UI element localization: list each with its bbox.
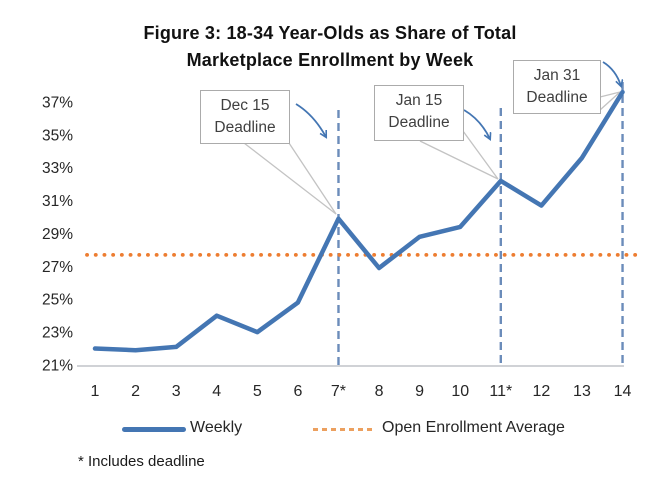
- x-axis-tick-label: 2: [131, 383, 140, 400]
- x-axis-tick-label: 4: [212, 383, 221, 400]
- x-axis-tick-label: 12: [532, 383, 550, 400]
- y-axis-tick-label: 27%: [42, 259, 73, 276]
- callout-leader-line: [462, 130, 499, 180]
- x-axis-tick-label: 10: [451, 383, 469, 400]
- x-axis-tick-label: 13: [573, 383, 591, 400]
- weekly-line-swatch: [122, 427, 186, 432]
- average-line-swatch: [313, 428, 373, 431]
- callout-leader-line: [599, 91, 621, 98]
- average-legend-label: Open Enrollment Average: [382, 419, 565, 436]
- y-axis-tick-label: 31%: [42, 193, 73, 210]
- annotation-box-jan-15: Jan 15 Deadline: [374, 85, 464, 141]
- annotation-text: Jan 31: [533, 67, 581, 84]
- annotation-text: Deadline: [388, 114, 450, 131]
- y-axis-tick-label: 35%: [42, 127, 73, 144]
- annotation-text: Deadline: [214, 119, 276, 136]
- weekly-legend-label: Weekly: [190, 419, 243, 436]
- y-axis-tick-label: 23%: [42, 325, 73, 342]
- y-axis-tick-label: 25%: [42, 292, 73, 309]
- x-axis-tick-label: 8: [375, 383, 384, 400]
- x-axis-tick-label: 6: [293, 383, 302, 400]
- annotation-text: Jan 15: [395, 92, 443, 109]
- annotation-arrow: [602, 61, 621, 86]
- chart-title-line-2: Marketplace Enrollment by Week: [186, 50, 474, 70]
- annotation-arrow: [463, 109, 490, 139]
- footnote: * Includes deadline: [78, 453, 205, 470]
- annotation-box-jan-31: Jan 31 Deadline: [513, 60, 601, 114]
- annotation-text: Dec 15: [220, 97, 270, 114]
- y-axis-tick-label: 33%: [42, 160, 73, 177]
- x-axis-tick-label: 7*: [331, 383, 346, 400]
- callout-leader-line: [243, 142, 337, 215]
- callout-leader-line: [419, 140, 499, 180]
- x-axis-tick-label: 9: [415, 383, 424, 400]
- weekly-line: [92, 89, 625, 353]
- chart-legend: Weekly Open Enrollment Average: [0, 418, 650, 444]
- callout-leader-line: [599, 91, 621, 111]
- chart-title-line-1: Figure 3: 18-34 Year-Olds as Share of To…: [143, 23, 517, 43]
- x-axis-tick-label: 5: [253, 383, 262, 400]
- x-axis-tick-label: 1: [91, 383, 100, 400]
- annotation-box-dec-15: Dec 15 Deadline: [200, 90, 290, 144]
- y-axis-tick-label: 21%: [42, 358, 73, 375]
- y-axis-tick-label: 37%: [42, 94, 73, 111]
- annotation-arrow: [295, 103, 326, 137]
- callout-leader-line: [288, 142, 337, 215]
- x-axis-tick-label: 14: [614, 383, 632, 400]
- y-axis-tick-label: 29%: [42, 226, 73, 243]
- x-axis-tick-label: 11*: [489, 383, 512, 400]
- chart-title: Figure 3: 18-34 Year-Olds as Share of To…: [30, 20, 630, 74]
- annotation-text: Deadline: [526, 89, 588, 106]
- x-axis-tick-label: 3: [172, 383, 181, 400]
